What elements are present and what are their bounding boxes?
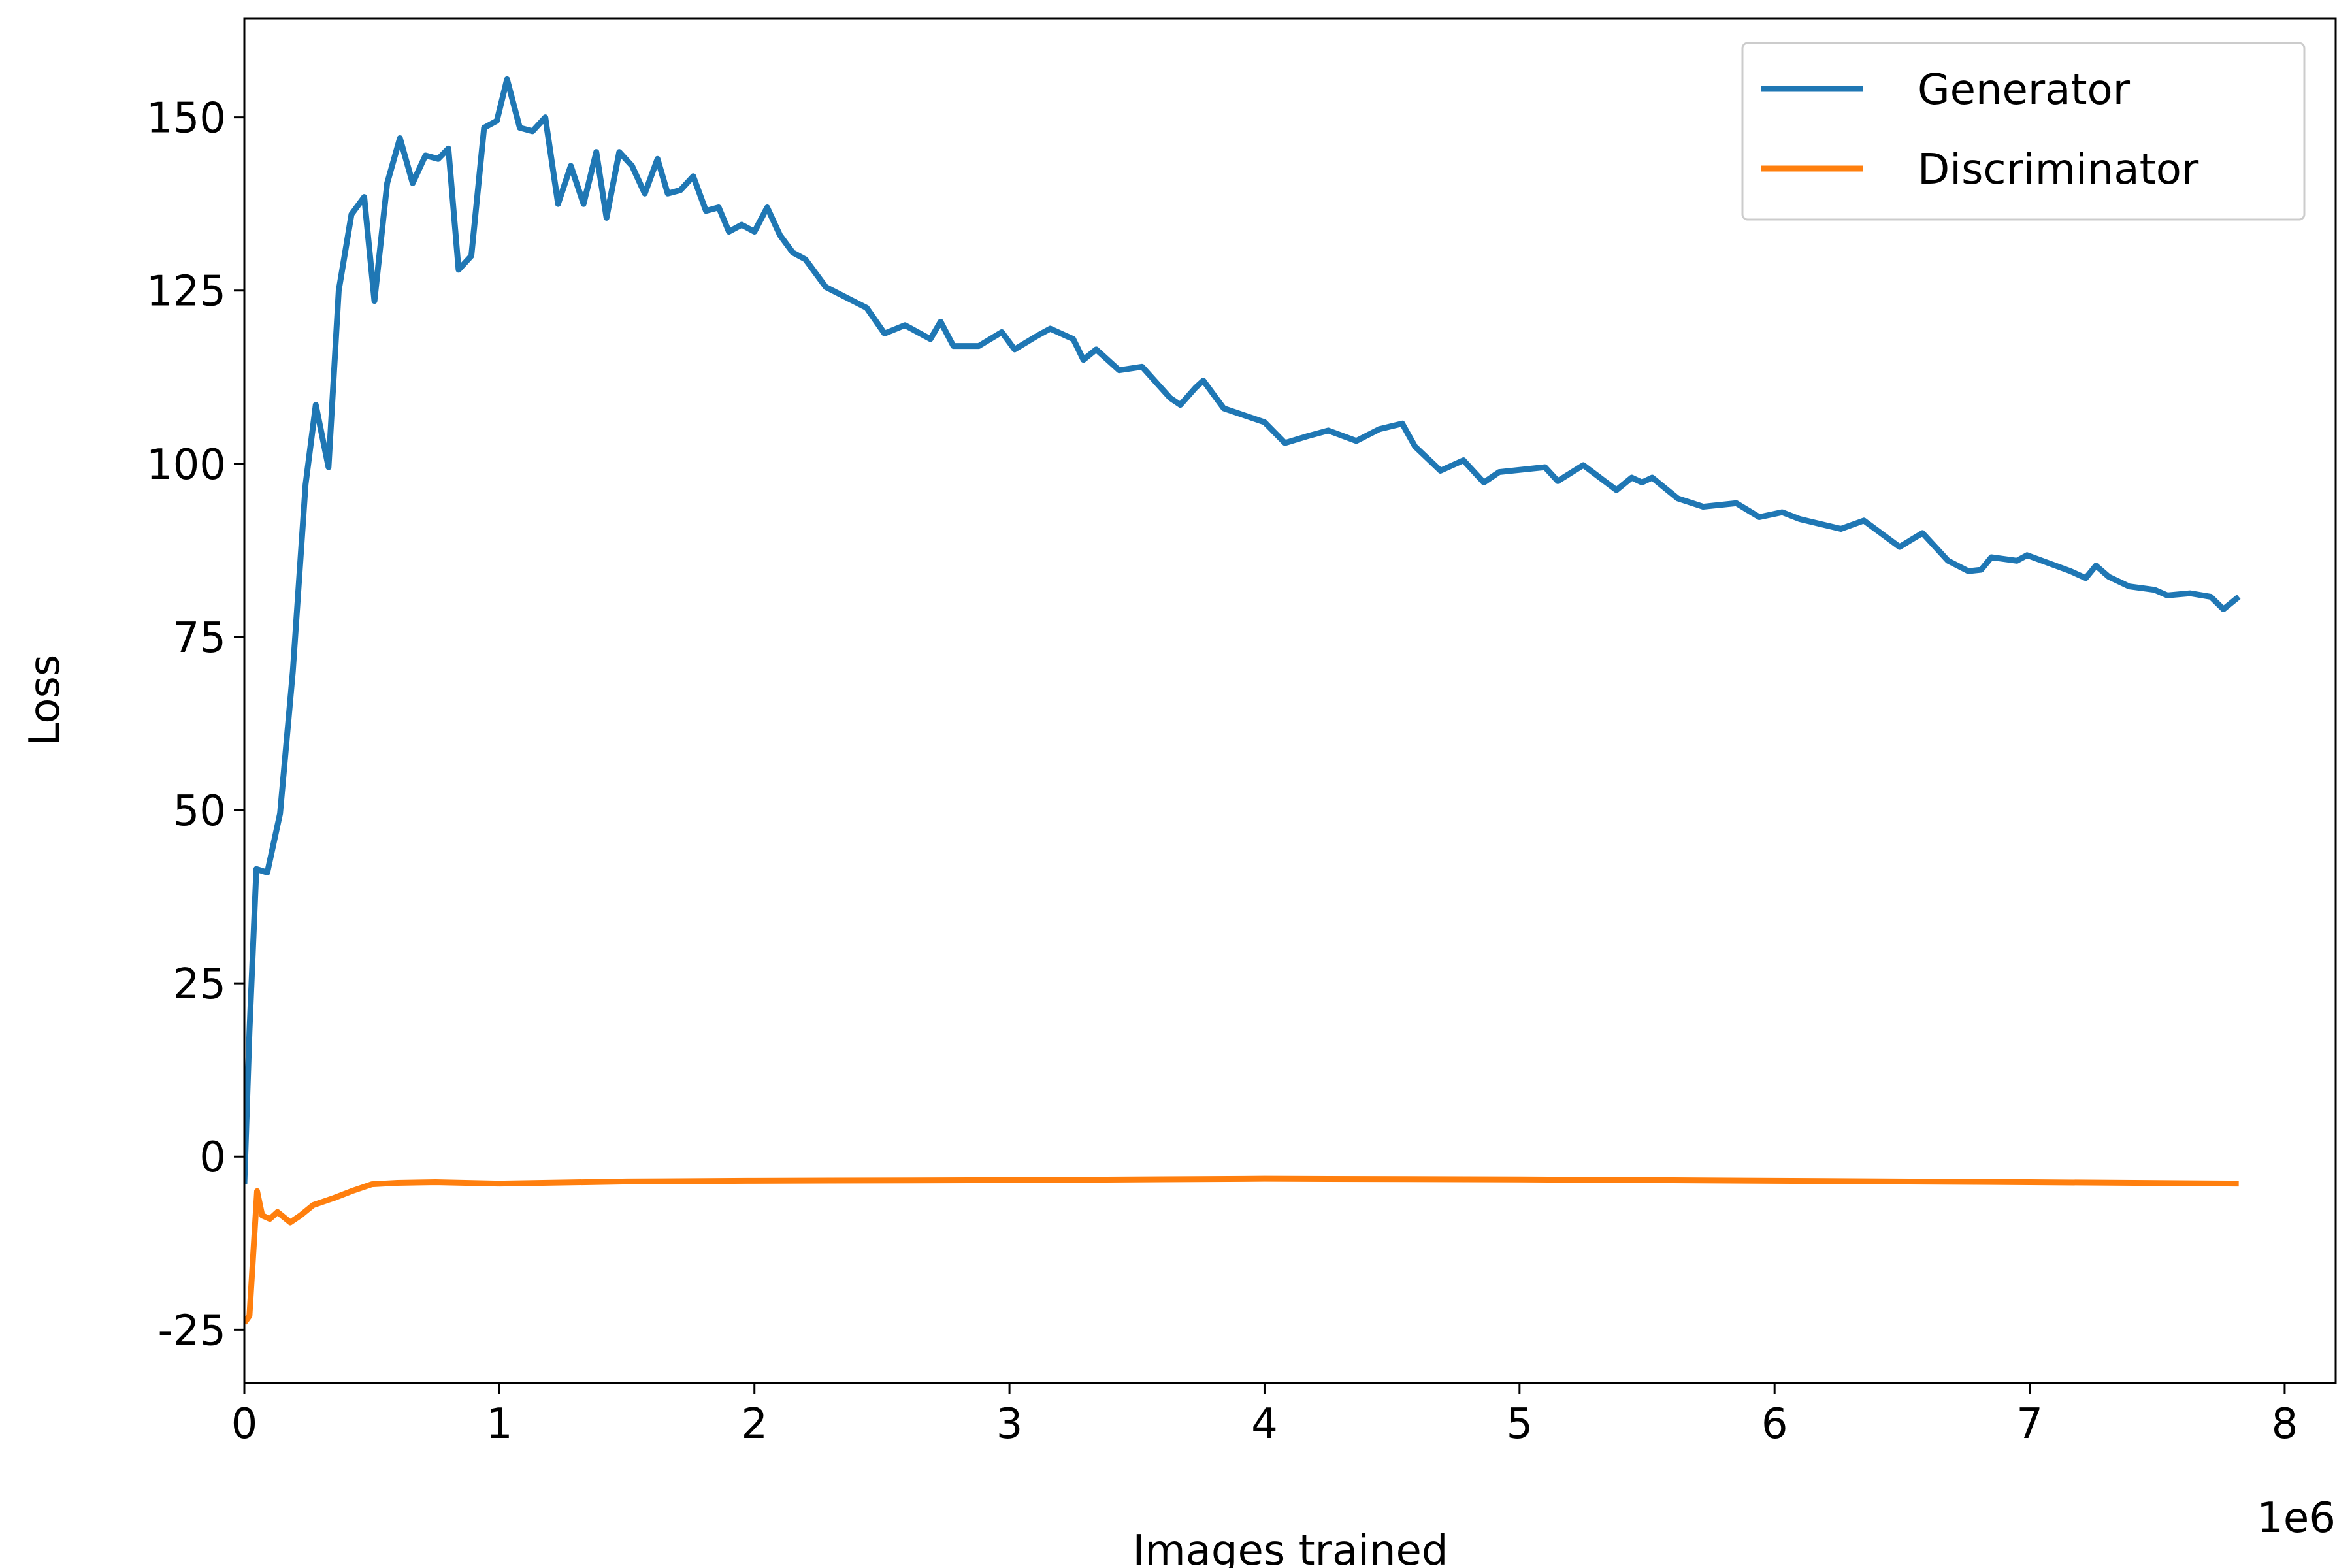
y-tick-label: 25 [173, 960, 226, 1009]
x-tick-label: 8 [2272, 1400, 2298, 1448]
x-tick-label: 0 [231, 1400, 258, 1448]
plot-frame [243, 17, 2337, 1384]
y-tick-label: 50 [173, 787, 226, 836]
legend-label: Discriminator [1918, 146, 2199, 194]
x-offset-label: 1e6 [2257, 1494, 2336, 1543]
y-tick-label: 0 [199, 1134, 226, 1182]
y-tick-label: 75 [173, 614, 226, 662]
legend-label: Generator [1918, 66, 2131, 114]
legend-box [1741, 42, 2306, 221]
x-tick-label: 7 [2016, 1400, 2043, 1448]
y-tick-label: 125 [146, 268, 226, 316]
y-tick-label: 100 [146, 441, 226, 489]
series-line [244, 1175, 2239, 1325]
x-tick-label: 2 [741, 1400, 768, 1448]
y-tick-label: -25 [157, 1307, 226, 1355]
x-tick-label: 6 [1761, 1400, 1788, 1448]
x-axis-label: Images trained [1132, 1527, 1448, 1568]
series-line [244, 76, 2241, 1184]
x-tick-label: 3 [996, 1400, 1023, 1448]
x-tick-label: 4 [1251, 1400, 1278, 1448]
x-tick-label: 1 [486, 1400, 513, 1448]
y-tick-label: 150 [146, 95, 226, 143]
x-tick-label: 5 [1506, 1400, 1533, 1448]
y-axis-label: Loss [21, 655, 69, 746]
